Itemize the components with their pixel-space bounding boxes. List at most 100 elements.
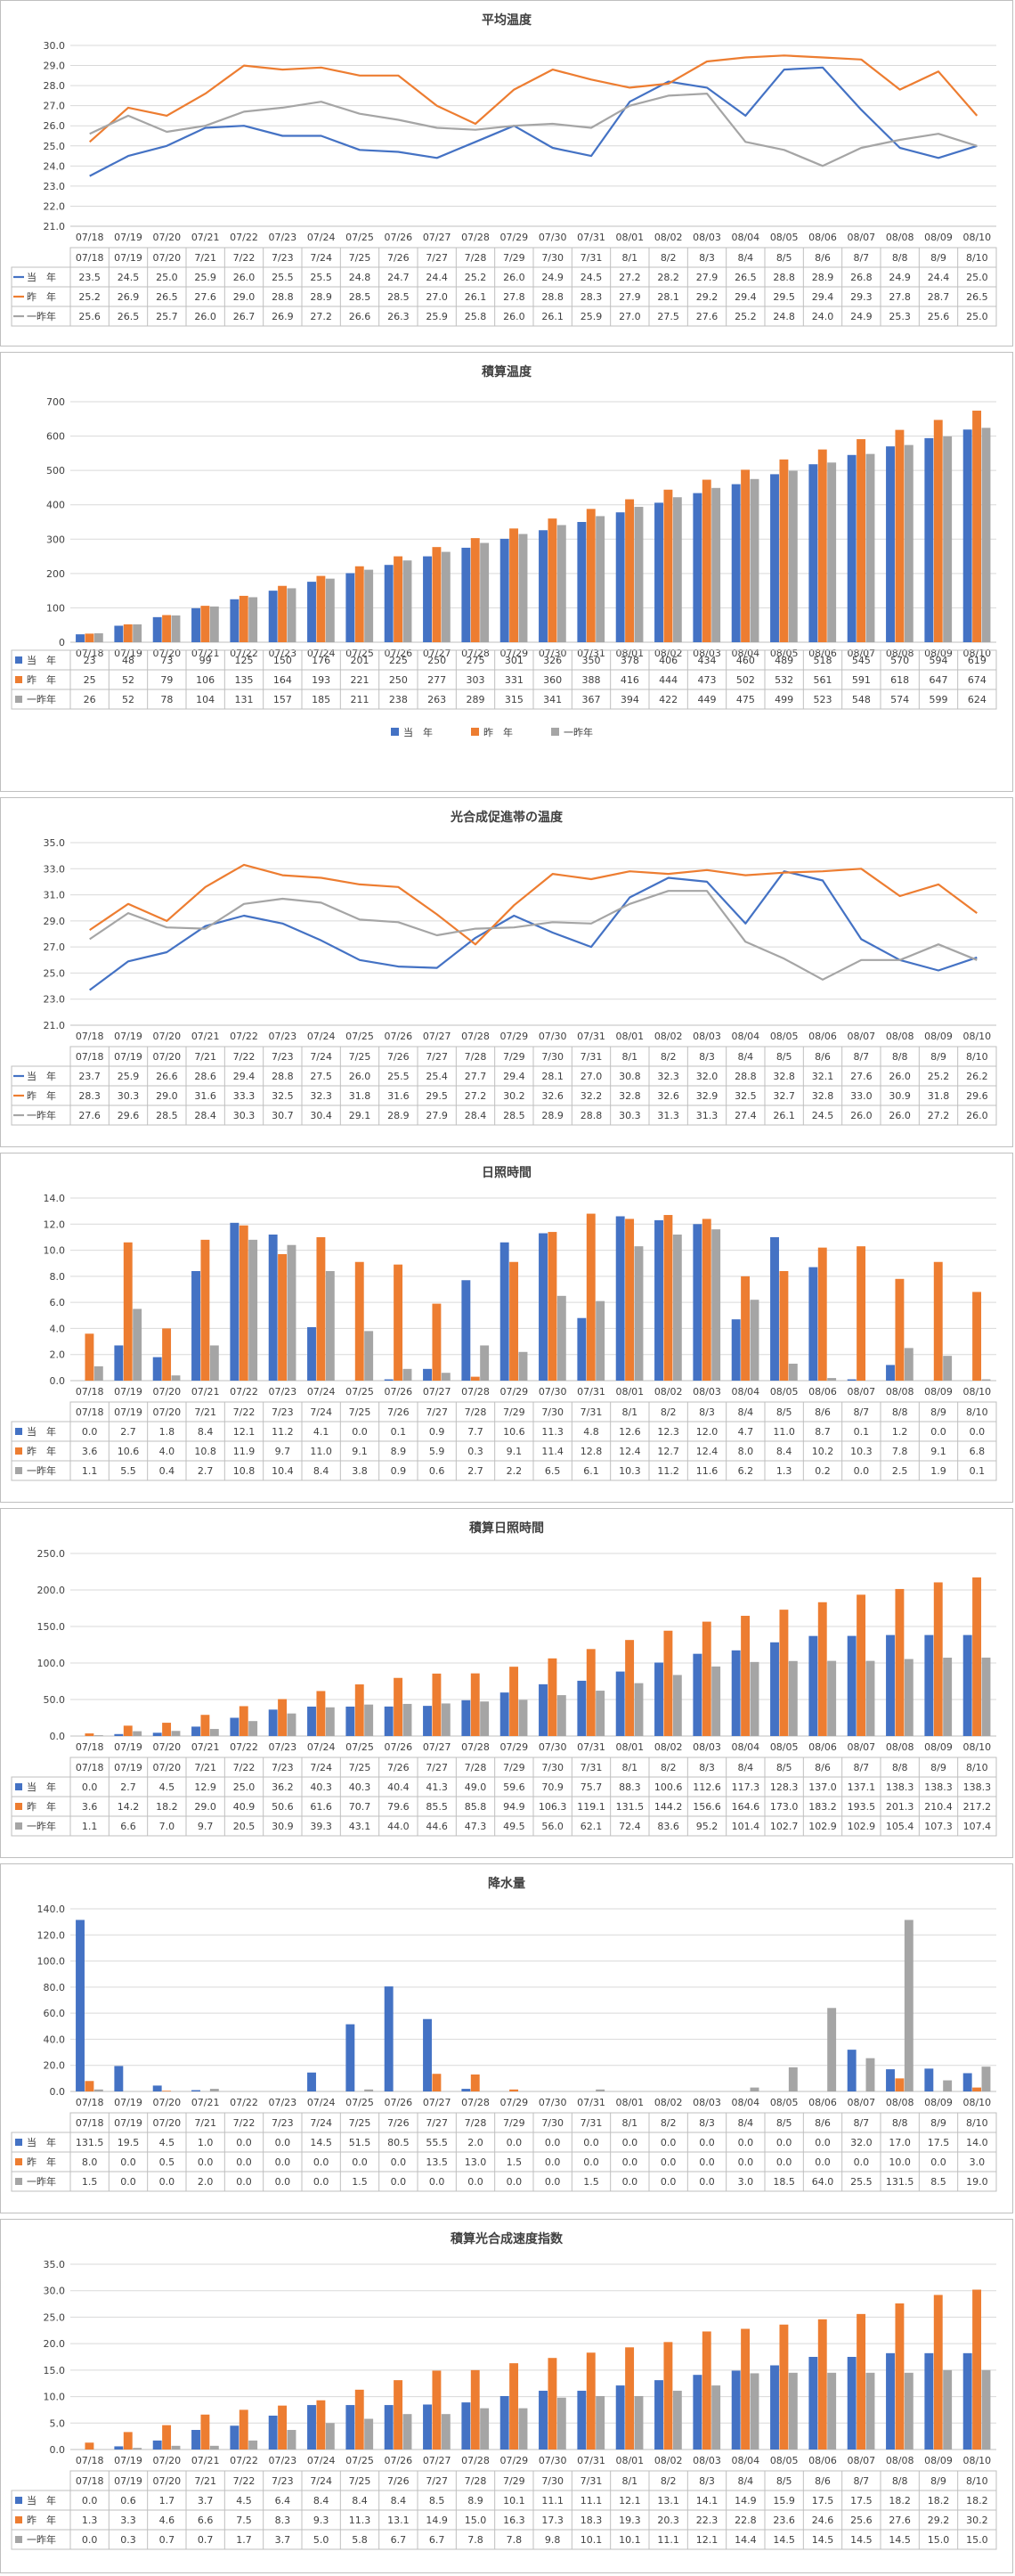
table-cell: 0.0 [738,2137,754,2148]
bar-series-2 [133,2369,991,2450]
bar [162,615,172,642]
y-tick-label: 60.0 [44,2008,66,2019]
bar [470,1673,480,1736]
table-cell: 460 [736,655,755,666]
table-cell: 17.5 [812,2495,834,2507]
table-cell: 6.4 [275,2495,291,2507]
bar [847,1379,857,1381]
x-tick-label: 08/04 [731,1741,759,1753]
table-cell: 0.0 [275,2176,291,2188]
table-cell: 27.6 [696,311,719,322]
table-cell: 0.0 [970,1426,986,1438]
x-tick-label: 07/30 [539,232,567,243]
bar [432,1303,442,1381]
table-header-cell: 7/23 [272,1051,294,1063]
bar [384,1379,394,1381]
bar [711,487,721,642]
table-cell: 8.4 [313,1465,329,1477]
table-series-name: 当 年 [27,1070,56,1082]
table-header-cell: 07/20 [152,1406,181,1418]
table-cell: 15.0 [966,2534,988,2546]
table-cell: 23.7 [78,1071,101,1082]
table-cell: 29.1 [349,1110,371,1121]
x-tick-label: 08/04 [731,2097,759,2108]
bar [209,2089,219,2091]
table-header-cell: 8/10 [966,2475,988,2487]
bar [402,1703,412,1736]
bar [981,428,991,642]
table-cell: 532 [775,674,793,686]
table-cell: 8.4 [198,1426,214,1438]
table-cell: 10.3 [850,1446,873,1457]
y-tick-label: 50.0 [44,1694,66,1706]
table-header-cell: 7/25 [349,252,371,264]
table-cell: 0.0 [275,2137,291,2148]
x-tick-label: 07/23 [268,2097,296,2108]
bar [672,2391,682,2450]
table-cell: 32.6 [657,1090,679,1102]
bar [693,1224,702,1381]
bar [287,2430,296,2450]
table-cell: 0.0 [545,2137,561,2148]
table-header-cell: 7/22 [233,1406,256,1418]
bar [480,542,490,642]
x-tick-label: 08/10 [962,232,991,243]
bar [191,607,200,642]
bar [230,1717,240,1736]
x-tick-label: 07/25 [345,1386,374,1398]
table-cell: 0.0 [583,2137,599,2148]
table-cell: 26.8 [850,272,873,283]
table-header-cell: 7/29 [503,252,525,264]
table-cell: 8.4 [313,2495,329,2507]
x-tick-label: 07/28 [461,1741,490,1753]
table-header-cell: 7/24 [310,1051,332,1063]
table-cell: 30.4 [310,1110,332,1121]
table-header-cell: 8/7 [853,252,869,264]
x-tick-label: 08/07 [847,232,875,243]
bar [808,1635,818,1736]
table-cell: 26.0 [889,1110,911,1121]
bar [114,2446,124,2450]
bar [981,1657,991,1736]
table-cell: 27.6 [850,1071,873,1082]
table-cell: 26.1 [465,291,487,303]
x-tick-label: 08/07 [847,2455,875,2466]
bar [750,2087,759,2091]
table-header-cell: 07/19 [114,1051,142,1063]
table-cell: 40.3 [310,1781,332,1793]
table-cell: 28.2 [657,272,679,283]
table-cell: 27.2 [310,311,332,322]
table-cell: 6.6 [120,1821,136,1832]
x-tick-label: 07/18 [76,2097,104,2108]
table-cell: 28.9 [310,291,332,303]
table-cell: 0.6 [429,1465,445,1477]
bar [981,2067,991,2091]
x-tick-label: 08/09 [924,2455,953,2466]
bar [827,462,837,642]
table-cell: 112.6 [693,1781,721,1793]
x-tick-label: 08/02 [654,1741,683,1753]
bar [461,1700,471,1736]
table-cell: 25.9 [581,311,603,322]
table-cell: 18.2 [889,2495,911,2507]
bar [470,1376,480,1381]
bar [788,1660,798,1736]
bar [556,1695,566,1736]
table-cell: 6.7 [429,2534,445,2546]
table-cell: 25.9 [118,1071,140,1082]
table-cell: 8.9 [391,1446,407,1457]
bar [741,1616,751,1736]
legend-swatch [551,728,559,736]
bar [895,429,905,642]
legend-swatch [391,728,399,736]
x-tick-label: 07/24 [307,2455,336,2466]
table-cell: 1.9 [930,1465,946,1477]
table-header-cell: 7/29 [503,2117,525,2129]
x-tick-label: 08/07 [847,1031,875,1042]
table-header-cell: 7/26 [387,252,410,264]
x-tick-label: 07/21 [191,1741,220,1753]
bar [499,1692,509,1736]
table-header-cell: 8/7 [853,2117,869,2129]
table-cell: 28.1 [541,1071,564,1082]
